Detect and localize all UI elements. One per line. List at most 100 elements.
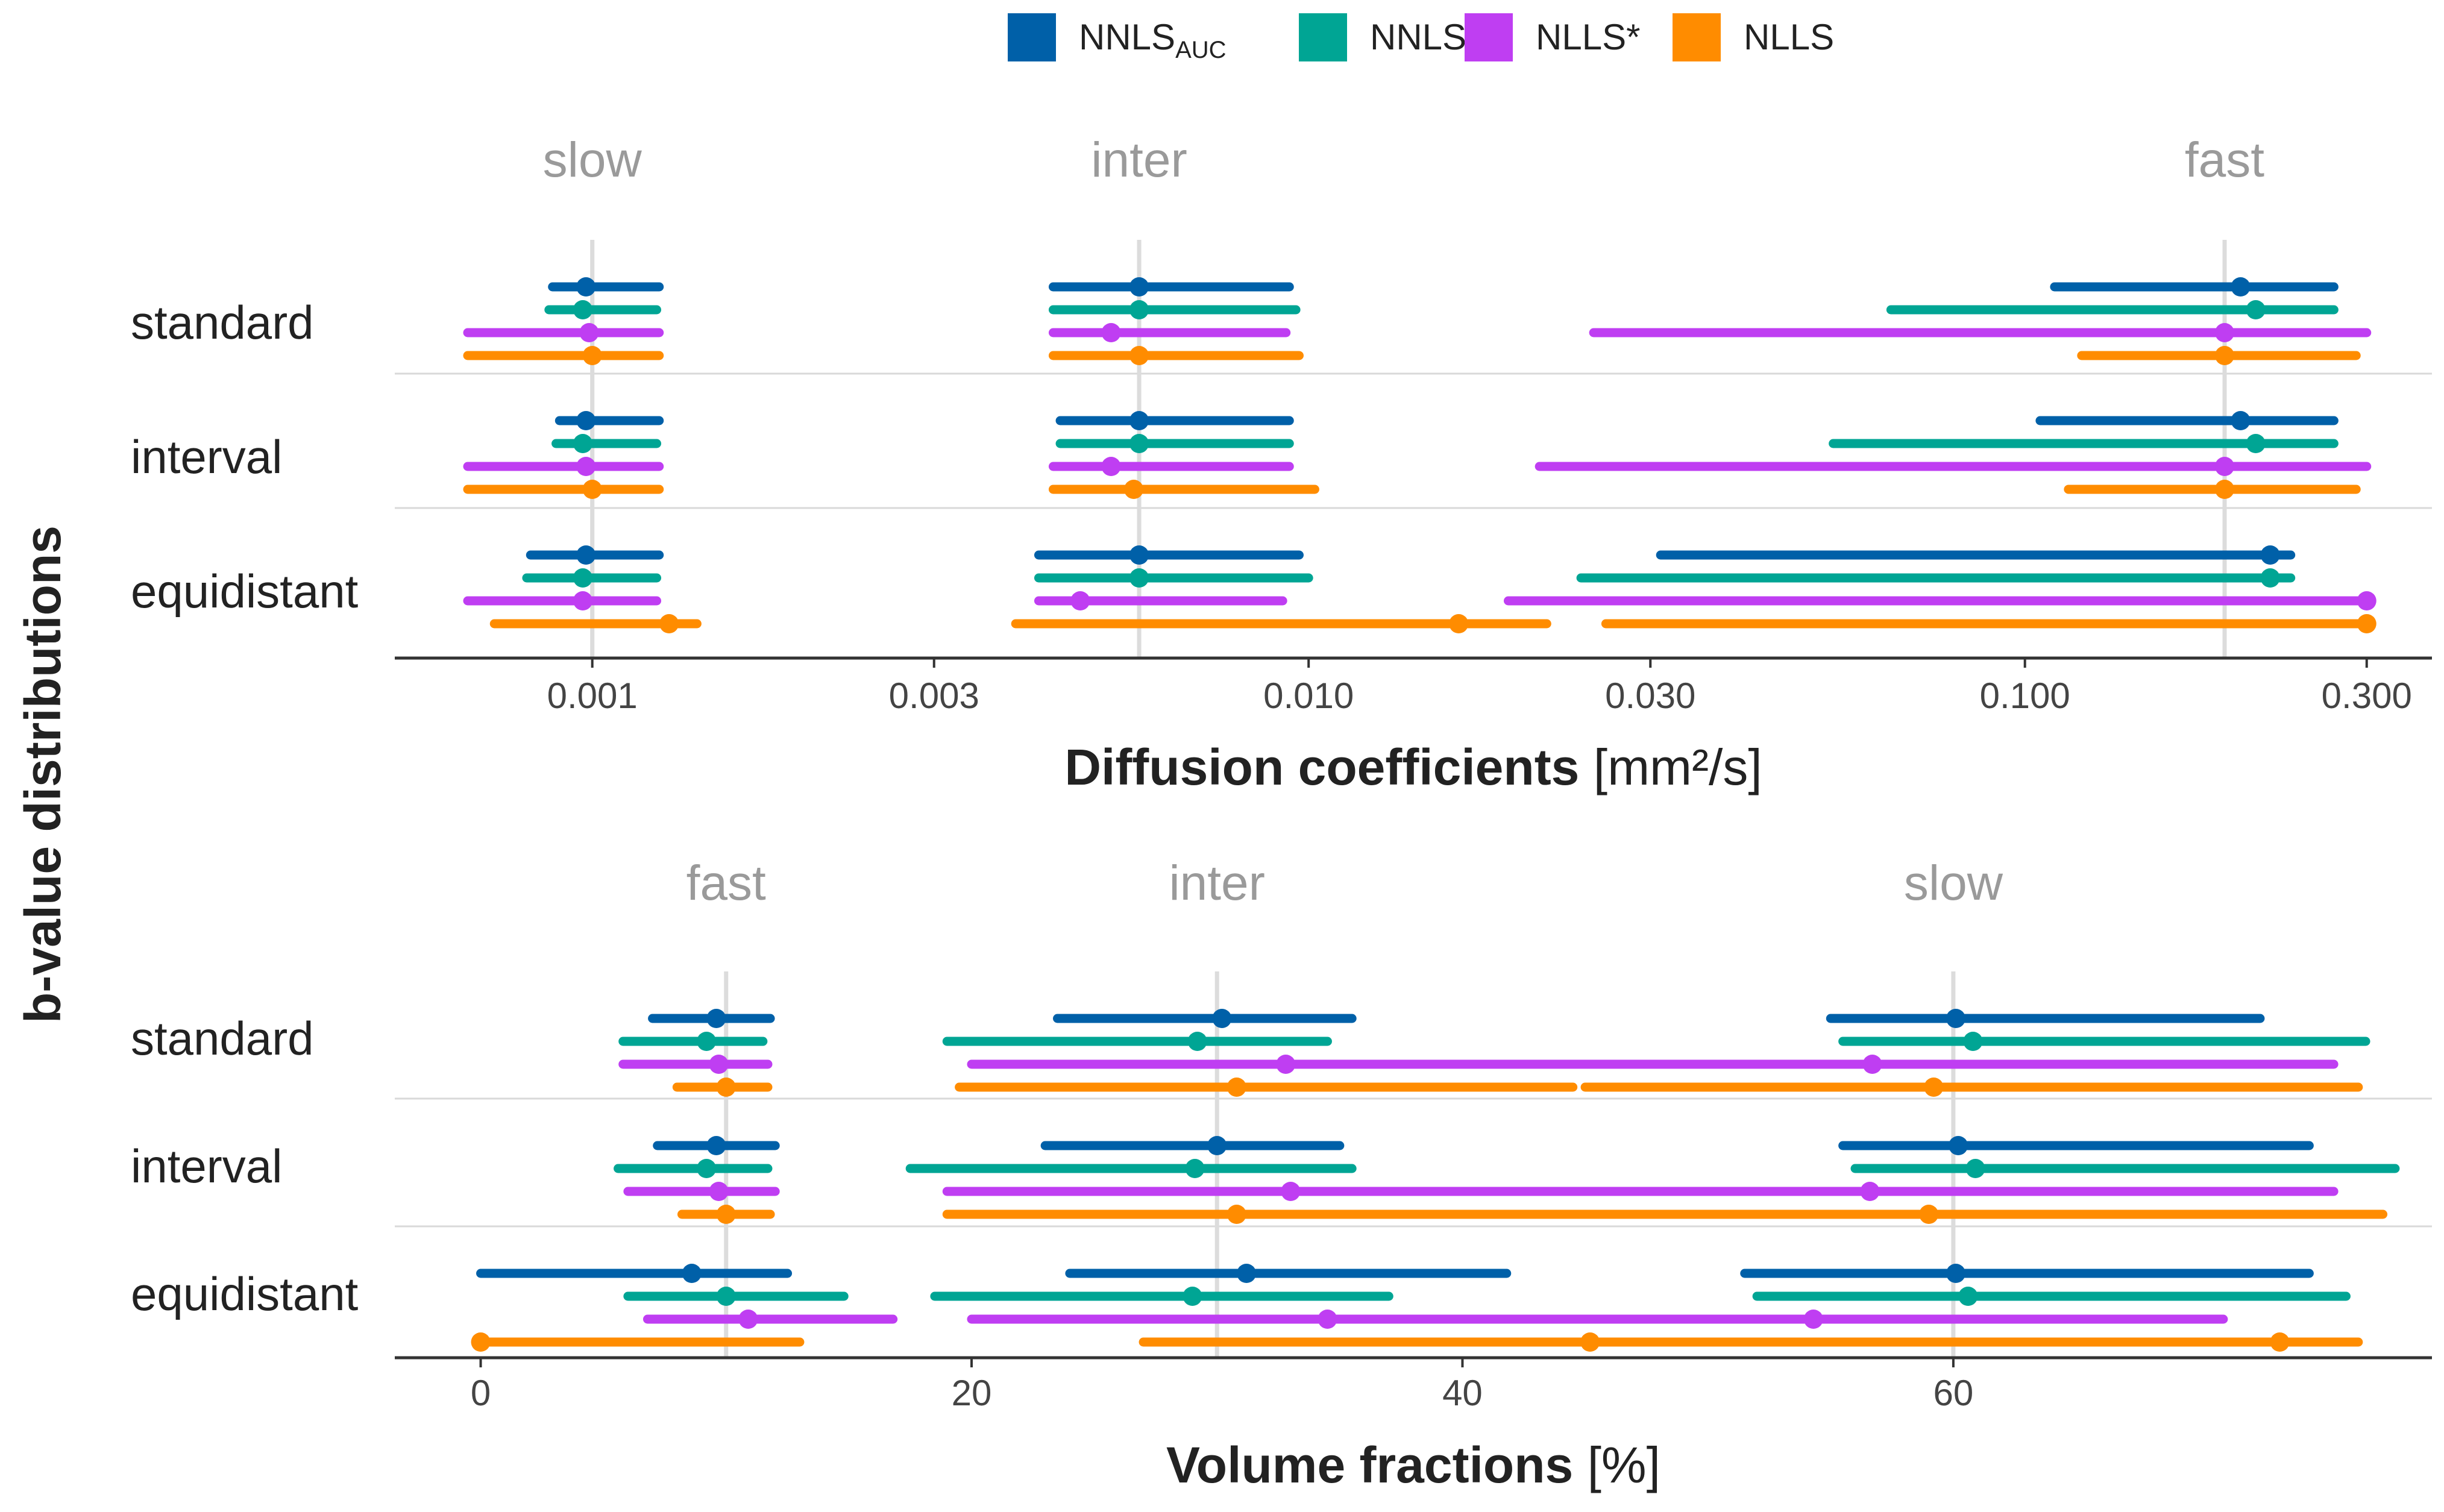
group-label: fast [2185, 133, 2264, 187]
median-point [1227, 1078, 1246, 1097]
x-tick-label: 0.001 [547, 676, 638, 716]
median-point [573, 300, 592, 319]
median-point [1958, 1287, 1978, 1306]
row-label: equidistant [131, 565, 359, 618]
median-point [1580, 1332, 1600, 1352]
median-point [1919, 1205, 1939, 1224]
median-point [576, 545, 596, 565]
median-point [576, 411, 596, 430]
median-point [1070, 591, 1090, 610]
median-point [709, 1182, 729, 1201]
volume-fraction-panel: fast inter slow standard interval equidistant… [131, 856, 2432, 1493]
median-point [573, 591, 592, 610]
x-axis-title: Volume fractions [%] [1166, 1437, 1660, 1493]
x-tick-label: 0.010 [1263, 676, 1354, 716]
x-tick-label: 0 [471, 1373, 491, 1413]
row-label: standard [131, 296, 314, 349]
median-point [716, 1205, 736, 1224]
median-point [2246, 434, 2266, 453]
median-point [1449, 614, 1469, 633]
legend-swatch [1299, 13, 1347, 61]
median-point [1183, 1287, 1202, 1306]
x-tick-label: 0.030 [1605, 676, 1695, 716]
median-point [2246, 300, 2266, 319]
median-point [659, 614, 679, 633]
x-axis-title: Diffusion coefficients [mm²/s] [1064, 739, 1762, 795]
median-point [2357, 614, 2376, 633]
group-label: slow [1904, 856, 2003, 911]
legend-swatch [1008, 13, 1056, 61]
legend-label: NNLSAUC [1079, 17, 1227, 63]
group-label: fast [686, 856, 766, 911]
median-point [706, 1136, 726, 1155]
median-point [1860, 1182, 1880, 1201]
group-label: slow [543, 133, 642, 187]
group-label: inter [1169, 856, 1265, 911]
median-point [582, 346, 602, 365]
median-point [1227, 1205, 1246, 1224]
median-point [1237, 1264, 1257, 1283]
median-point [1129, 411, 1149, 430]
median-point [1207, 1136, 1227, 1155]
median-point [1187, 1032, 1207, 1051]
median-point [1129, 277, 1149, 296]
x-tick-label: 20 [952, 1373, 992, 1413]
legend-label: NLLS [1744, 17, 1834, 57]
x-tick-label: 60 [1934, 1373, 1974, 1413]
row-label: interval [131, 1140, 282, 1193]
median-point [716, 1078, 736, 1097]
median-point [1949, 1136, 1968, 1155]
median-point [1946, 1264, 1965, 1283]
row-label: equidistant [131, 1267, 359, 1320]
legend: NNLSAUC NNLS NLLS* NLLS [1008, 13, 1834, 63]
median-point [697, 1159, 717, 1178]
median-point [2214, 346, 2234, 365]
median-point [709, 1055, 729, 1074]
median-point [2214, 323, 2234, 342]
legend-swatch [1673, 13, 1721, 61]
median-point [1924, 1078, 1944, 1097]
median-point [573, 568, 592, 588]
legend-label: NNLS [1370, 17, 1466, 57]
legend-label: NLLS* [1536, 17, 1640, 57]
median-point [1963, 1032, 1983, 1051]
row-label: interval [131, 430, 282, 483]
median-point [573, 434, 592, 453]
median-point [682, 1264, 702, 1283]
median-point [2231, 411, 2251, 430]
median-point [1862, 1055, 1882, 1074]
median-point [1124, 480, 1144, 499]
median-point [1276, 1055, 1296, 1074]
median-point [579, 323, 599, 342]
median-point [2260, 568, 2280, 588]
median-point [582, 480, 602, 499]
y-axis-title: b-value distributions [14, 525, 71, 1023]
median-point [2270, 1332, 2290, 1352]
median-point [2231, 277, 2251, 296]
x-tick-label: 0.003 [889, 676, 979, 716]
x-tick-label: 0.300 [2322, 676, 2412, 716]
median-point [1212, 1009, 1232, 1028]
median-point [1129, 568, 1149, 588]
legend-swatch [1465, 13, 1513, 61]
median-point [1129, 434, 1149, 453]
median-point [2214, 457, 2234, 476]
median-point [697, 1032, 717, 1051]
median-point [1129, 545, 1149, 565]
median-point [1946, 1009, 1965, 1028]
x-tick-label: 40 [1442, 1373, 1483, 1413]
median-point [1965, 1159, 1985, 1178]
median-point [1129, 300, 1149, 319]
median-point [1185, 1159, 1205, 1178]
group-label: inter [1091, 133, 1187, 187]
x-tick-label: 0.100 [1980, 676, 2070, 716]
median-point [738, 1310, 758, 1329]
row-label: standard [131, 1012, 314, 1065]
median-point [1281, 1182, 1301, 1201]
median-point [2260, 545, 2280, 565]
median-point [1101, 457, 1121, 476]
median-point [1318, 1310, 1337, 1329]
median-point [1129, 346, 1149, 365]
median-point [706, 1009, 726, 1028]
